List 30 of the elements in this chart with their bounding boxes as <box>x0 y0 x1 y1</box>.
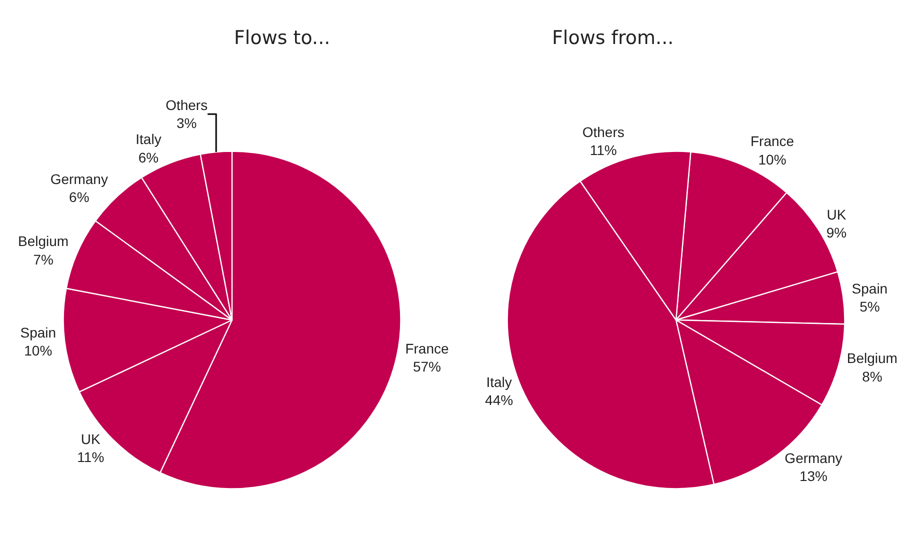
data-label: 10% <box>758 151 786 168</box>
slice-label: Belgium <box>846 350 898 366</box>
slice-label: France <box>405 340 449 357</box>
slice-label: Spain <box>852 280 888 296</box>
slice-label: Germany <box>784 450 842 466</box>
data-label: 6% <box>138 149 159 166</box>
data-label: 57% <box>412 358 442 375</box>
slice-label: Others <box>166 97 208 114</box>
slice-label: Belgium <box>18 233 69 250</box>
data-label: 6% <box>69 189 90 206</box>
data-label: 44% <box>485 392 514 408</box>
data-label: 13% <box>799 468 828 484</box>
data-label: 3% <box>176 115 197 132</box>
data-label: 8% <box>862 368 882 384</box>
slice-label: UK <box>826 206 847 222</box>
data-label: 9% <box>826 224 847 241</box>
chart-title: Flows from... <box>552 27 674 49</box>
data-label: 11% <box>590 142 617 158</box>
data-label: 10% <box>24 342 52 359</box>
slice-label: Spain <box>20 324 56 340</box>
slice-label: Others <box>582 124 624 140</box>
slice-label: France <box>750 133 794 150</box>
slice-label: UK <box>80 430 102 447</box>
slice-label: Italy <box>486 374 512 390</box>
chart-title: Flows to... <box>234 27 330 49</box>
slice-label: Germany <box>50 170 108 187</box>
data-label: 5% <box>860 298 880 314</box>
slice-label: Italy <box>136 131 162 148</box>
data-label: 7% <box>33 251 54 268</box>
data-label: 11% <box>77 448 104 465</box>
